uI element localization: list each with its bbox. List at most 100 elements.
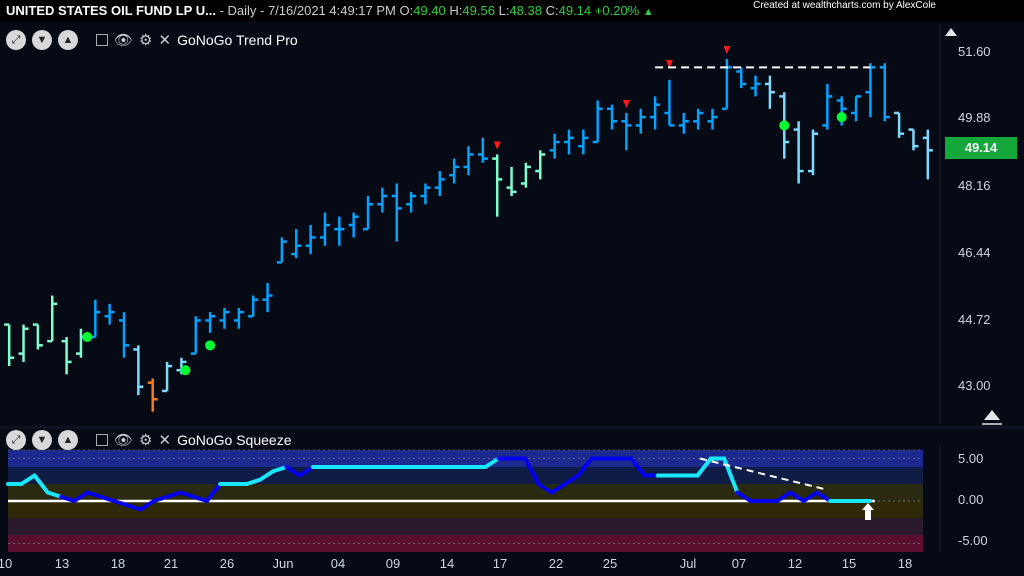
- squeeze-line-segment: [536, 482, 554, 495]
- x-tick-label: 04: [330, 556, 346, 571]
- y-tick-label: 0.00: [958, 492, 984, 507]
- squeeze-line-segment: [576, 456, 594, 478]
- pane-divider[interactable]: [0, 426, 1024, 429]
- x-tick-label: 26: [219, 556, 235, 571]
- squeeze-band: [8, 450, 923, 467]
- open-value: 49.40: [413, 3, 446, 18]
- go-dot: [180, 365, 191, 376]
- ohlc-bar: [836, 96, 847, 126]
- gear-icon[interactable]: ⚙: [139, 31, 153, 49]
- ohlc-bar: [205, 312, 216, 333]
- squeeze-pane-title: GoNoGo Squeeze: [177, 432, 292, 448]
- squeeze-line-segment: [735, 490, 753, 503]
- ohlc-bar: [219, 307, 230, 329]
- ohlc-bar: [233, 307, 244, 329]
- nogo-marker: [622, 99, 630, 108]
- ohlc-bar: [377, 187, 388, 213]
- squeeze-line-segment: [19, 473, 37, 486]
- minimize-icon[interactable]: [96, 434, 108, 446]
- ohlc-bar: [276, 237, 287, 264]
- ohlc-bar: [291, 229, 302, 259]
- minimize-icon[interactable]: [96, 34, 108, 46]
- squeeze-band: [8, 467, 923, 484]
- ohlc-bar: [664, 79, 675, 127]
- x-tick-label: Jun: [272, 556, 294, 571]
- scale-icon: [984, 410, 1000, 420]
- squeeze-line-segment: [722, 456, 740, 495]
- high-label: H:: [449, 3, 463, 18]
- squeeze-line-segment: [271, 465, 289, 474]
- expand-icon[interactable]: ⤢: [6, 30, 26, 50]
- x-tick-label: Jul: [679, 556, 697, 571]
- squeeze-line-segment: [45, 490, 64, 499]
- x-tick-label: 14: [439, 556, 455, 571]
- chevron-up-icon[interactable]: ▲: [58, 30, 78, 50]
- gear-icon[interactable]: ⚙: [139, 431, 153, 449]
- ohlc-bar: [104, 303, 115, 325]
- squeeze-band: [8, 535, 923, 552]
- y-tick-label: 5.00: [958, 451, 984, 466]
- symbol-name[interactable]: UNITED STATES OIL FUND LP U...: [6, 3, 216, 18]
- ohlc-bar: [678, 112, 689, 134]
- squeeze-line-segment: [125, 503, 143, 512]
- squeeze-line-segment: [244, 477, 262, 486]
- squeeze-line-segment: [549, 482, 567, 495]
- x-tick-label: 18: [110, 556, 126, 571]
- chevron-down-icon[interactable]: ▼: [32, 430, 52, 450]
- ohlc-bar: [736, 67, 747, 89]
- ohlc-bar: [4, 323, 15, 367]
- ohlc-bar: [176, 357, 187, 375]
- squeeze-band: [8, 501, 923, 518]
- ohlc-bar: [922, 129, 933, 180]
- squeeze-line-segment: [562, 473, 581, 486]
- close-icon[interactable]: ✕: [158, 431, 172, 449]
- squeeze-line-segment: [257, 469, 276, 482]
- ohlc-bar: [707, 108, 718, 130]
- squeeze-band: [8, 518, 923, 535]
- x-tick-label: 21: [163, 556, 179, 571]
- up-arrow-icon: [862, 503, 874, 520]
- ohlc-bar: [61, 337, 72, 375]
- ohlc-bar: [779, 92, 790, 159]
- chevron-up-icon[interactable]: ▲: [58, 430, 78, 450]
- header-prefix: - Daily - 7/16/2021 4:49:17 PM: [219, 3, 396, 18]
- go-dot: [836, 112, 847, 123]
- y-tick-label: -5.00: [958, 533, 988, 548]
- ohlc-bar: [865, 63, 876, 118]
- y-tick-label: 49.88: [958, 110, 991, 125]
- squeeze-line-segment: [151, 494, 170, 503]
- eye-icon[interactable]: 👁: [114, 431, 134, 449]
- ohlc-bar: [90, 299, 101, 339]
- x-tick-label: 13: [54, 556, 70, 571]
- chevron-down-icon[interactable]: ▼: [32, 30, 52, 50]
- nogo-marker: [665, 60, 673, 68]
- nogo-marker: [723, 46, 731, 55]
- squeeze-line-segment: [483, 456, 501, 469]
- ohlc-bar: [578, 129, 589, 155]
- squeeze-band: [8, 484, 923, 501]
- ohlc-bar: [262, 283, 273, 313]
- low-label: L:: [498, 3, 510, 18]
- chart-header: UNITED STATES OIL FUND LP U... - Daily -…: [0, 0, 1024, 22]
- ohlc-bar: [47, 295, 58, 343]
- eye-icon[interactable]: 👁: [114, 31, 134, 49]
- open-label: O:: [399, 3, 414, 18]
- squeeze-line-segment: [297, 465, 316, 478]
- x-tick-label: 15: [841, 556, 857, 571]
- squeeze-line-segment: [775, 490, 793, 503]
- ohlc-bar: [147, 378, 158, 412]
- ohlc-bar: [549, 133, 560, 159]
- x-tick-label: 18: [897, 556, 913, 571]
- x-tick-label: 17: [492, 556, 508, 571]
- close-label: C:: [545, 3, 559, 18]
- ohlc-bar: [477, 137, 488, 163]
- y-tick-label: 51.60: [958, 44, 991, 59]
- expand-icon[interactable]: ⤢: [6, 430, 26, 450]
- close-icon[interactable]: ✕: [158, 31, 172, 49]
- ohlc-bar: [506, 166, 517, 196]
- ohlc-bar: [248, 295, 259, 318]
- y-tick-label: 48.16: [958, 178, 991, 193]
- trend-pane-toolbar: ⤢ ▼ ▲ 👁 ⚙ ✕ GoNoGo Trend Pro: [6, 29, 298, 51]
